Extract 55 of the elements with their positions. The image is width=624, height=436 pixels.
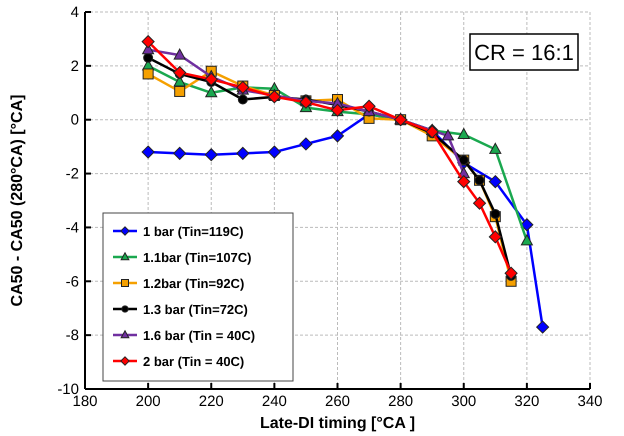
legend-label: 1 bar (Tin=119C) xyxy=(143,224,244,239)
point xyxy=(331,129,344,142)
point xyxy=(473,196,486,210)
point xyxy=(238,94,248,105)
legend-label: 1.3 bar (Tin=72C) xyxy=(143,302,248,317)
point xyxy=(488,175,502,188)
point xyxy=(488,230,502,244)
point xyxy=(299,96,312,109)
point xyxy=(362,100,376,113)
point xyxy=(536,320,550,334)
point xyxy=(174,86,186,97)
annotation: CR = 16:1 xyxy=(474,40,574,65)
x-tick-label: 260 xyxy=(324,393,350,410)
point xyxy=(458,128,470,140)
legend-label: 2 bar (Tin = 40C) xyxy=(143,354,244,369)
point xyxy=(204,148,218,162)
y-tick-label: -8 xyxy=(66,327,79,344)
y-tick-label: -4 xyxy=(66,219,79,236)
point xyxy=(204,72,218,86)
point xyxy=(490,208,500,219)
point xyxy=(205,86,218,98)
legend-label: 1.1bar (Tin=107C) xyxy=(143,250,252,265)
x-tick-label: 340 xyxy=(577,393,603,410)
point xyxy=(142,35,155,48)
point xyxy=(504,266,518,280)
point xyxy=(299,137,312,150)
point xyxy=(142,68,154,80)
x-tick-label: 240 xyxy=(262,393,287,410)
point xyxy=(173,146,186,160)
y-axis-title: CA50 - CA50 (280°CA) [°CA] xyxy=(9,94,26,306)
point xyxy=(143,52,154,63)
x-tick-label: 280 xyxy=(388,393,414,410)
point xyxy=(173,66,186,80)
y-tick-label: 0 xyxy=(70,112,79,129)
x-tick-label: 220 xyxy=(198,393,224,410)
y-tick-label: -6 xyxy=(66,273,79,290)
point xyxy=(457,175,470,188)
point xyxy=(236,146,250,160)
x-tick-label: 320 xyxy=(514,393,540,410)
x-tick-label: 180 xyxy=(72,393,98,410)
point xyxy=(520,234,533,246)
point xyxy=(174,48,186,60)
x-axis-title: Late-DI timing [°CA ] xyxy=(260,415,416,432)
y-tick-label: 2 xyxy=(70,58,79,75)
x-tick-label: 300 xyxy=(451,393,476,410)
y-tick-label: -2 xyxy=(66,166,79,183)
point xyxy=(268,146,281,159)
point xyxy=(142,146,155,159)
x-tick-label: 200 xyxy=(136,393,161,410)
point xyxy=(442,129,454,140)
legend-label: 1.2bar (Tin=92C) xyxy=(143,276,244,291)
y-tick-label: 4 xyxy=(70,4,79,21)
point xyxy=(489,142,502,154)
point xyxy=(520,218,534,232)
legend-label: 1.6 bar (Tin = 40C) xyxy=(143,328,256,343)
